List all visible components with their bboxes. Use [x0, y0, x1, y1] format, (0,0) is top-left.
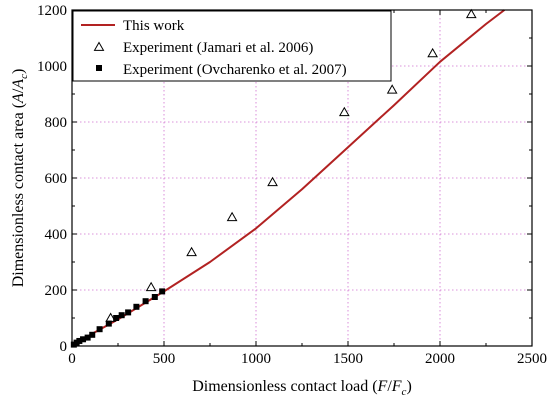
y-axis-title: Dimensionless contact area (A/Ac) — [10, 69, 30, 288]
x-tick-label: 1500 — [333, 351, 363, 367]
x-tick-label: 500 — [153, 351, 176, 367]
legend-entry-this-work: This work — [81, 18, 185, 34]
data-point-jamari — [338, 106, 350, 117]
data-point-jamari — [145, 281, 157, 292]
y-tick-label: 400 — [45, 227, 68, 243]
series-line-this-work — [71, 9, 506, 347]
data-point-ovcharenko — [151, 294, 158, 300]
data-point-ovcharenko — [142, 298, 149, 305]
legend-label-jamari: Experiment (Jamari et al. 2006) — [123, 40, 313, 56]
x-tick-label: 2500 — [517, 351, 547, 367]
y-tick-label: 0 — [60, 339, 68, 355]
y-tick-label: 600 — [45, 171, 68, 187]
data-point-ovcharenko — [159, 288, 166, 295]
data-point-ovcharenko — [76, 337, 83, 344]
axis-ticks: 0 500 1000 1500 2000 2500 0 200 400 600 800 1000 120… — [37, 3, 547, 367]
data-point-jamari — [186, 246, 197, 257]
legend: This work Experiment (Jamari et al. 2006… — [72, 10, 392, 82]
data-point-ovcharenko — [96, 326, 103, 333]
data-point-ovcharenko — [118, 312, 125, 319]
data-point-ovcharenko — [80, 336, 87, 343]
y-tick-label: 200 — [45, 283, 68, 299]
legend-box — [72, 10, 392, 82]
legend-entry-jamari: Experiment (Jamari et al. 2006) — [93, 40, 313, 56]
data-point-jamari — [267, 176, 278, 187]
y-tick-label: 1200 — [37, 3, 67, 19]
legend-square-marker — [96, 65, 102, 71]
data-point-ovcharenko — [113, 315, 120, 321]
x-tick-label: 2000 — [425, 351, 455, 367]
legend-label-this-work: This work — [123, 18, 185, 34]
legend-label-ovcharenko: Experiment (Ovcharenko et al. 2007) — [123, 62, 347, 78]
data-point-ovcharenko — [133, 303, 140, 310]
y-tick-label: 1000 — [37, 59, 67, 75]
data-point-jamari — [386, 84, 398, 94]
data-point-jamari — [465, 8, 477, 19]
data-point-ovcharenko — [125, 309, 132, 316]
data-point-jamari — [226, 211, 238, 222]
x-axis-title: Dimensionless contact load (F/Fc) — [192, 378, 412, 398]
data-point-ovcharenko — [89, 331, 96, 338]
x-tick-label: 1000 — [241, 351, 271, 367]
data-point-jamari — [427, 47, 439, 58]
series-layer — [70, 8, 506, 348]
y-tick-label: 800 — [45, 115, 68, 131]
legend-entry-ovcharenko: Experiment (Ovcharenko et al. 2007) — [96, 62, 347, 78]
data-point-ovcharenko — [105, 320, 112, 327]
legend-triangle-marker — [93, 41, 105, 51]
data-point-ovcharenko — [84, 334, 91, 341]
x-tick-label: 0 — [68, 351, 76, 367]
